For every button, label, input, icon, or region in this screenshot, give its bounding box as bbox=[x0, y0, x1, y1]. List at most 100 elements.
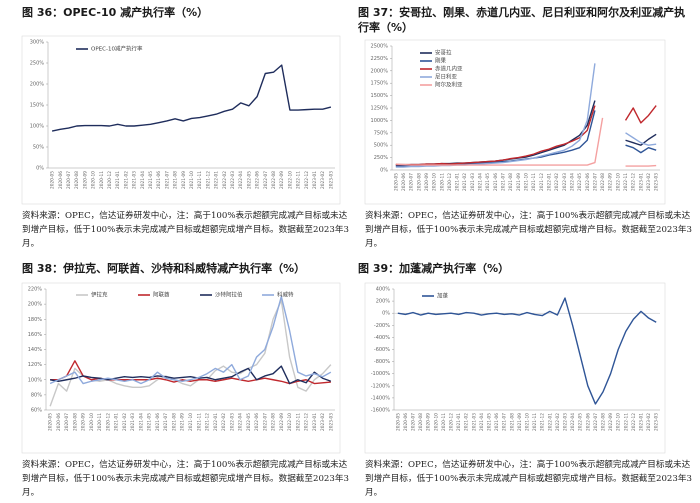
x-tick-label: 2022-07 bbox=[593, 413, 599, 431]
x-tick-label: 2021-05 bbox=[485, 173, 491, 191]
y-tick-label: -600% bbox=[374, 347, 390, 353]
x-tick-label: 2020-07 bbox=[411, 413, 417, 431]
x-tick-label: 2021-12 bbox=[540, 413, 546, 431]
chart-frame bbox=[364, 282, 666, 454]
x-tick-label: 2021-09 bbox=[181, 171, 187, 189]
x-tick-label: 2021-07 bbox=[501, 173, 507, 191]
x-tick-label: 2021-11 bbox=[197, 171, 203, 189]
legend-label: 刚果 bbox=[435, 57, 447, 65]
source-note: 资料来源：OPEC，信达证券研发中心，注：高于100%表示超额完成减产目标或未达… bbox=[22, 211, 349, 249]
x-tick-label: 2023-01 bbox=[312, 171, 318, 189]
x-tick-label: 2021-10 bbox=[188, 413, 194, 431]
x-tick-label: 2021-11 bbox=[531, 173, 537, 191]
x-tick-label: 2022-05 bbox=[577, 173, 583, 191]
series-line bbox=[395, 117, 657, 167]
x-tick-label: 2021-11 bbox=[532, 413, 538, 431]
x-tick-label: 2021-02 bbox=[123, 171, 129, 189]
y-tick-label: 150% bbox=[30, 103, 45, 109]
x-tick-label: 2021-12 bbox=[205, 171, 211, 189]
y-tick-label: 2000% bbox=[371, 68, 389, 74]
x-tick-label: 2022-02 bbox=[555, 413, 561, 431]
x-tick-label: 2021-08 bbox=[509, 413, 515, 431]
legend-label: 赤道几内亚 bbox=[435, 65, 463, 73]
x-tick-label: 2020-06 bbox=[403, 413, 409, 431]
x-tick-label: 2022-02 bbox=[221, 413, 227, 431]
x-tick-label: 2022-11 bbox=[623, 173, 629, 191]
series-line bbox=[395, 63, 657, 168]
y-tick-label: 0% bbox=[382, 311, 390, 317]
x-tick-label: 2022-10 bbox=[615, 173, 621, 191]
x-tick-label: 2020-05 bbox=[50, 171, 56, 189]
x-tick-label: 2023-02 bbox=[320, 171, 326, 189]
x-tick-label: 2021-06 bbox=[155, 413, 161, 431]
legend-label: 科威特 bbox=[277, 291, 294, 299]
y-tick-label: 200% bbox=[28, 302, 43, 308]
x-tick-label: 2020-09 bbox=[424, 173, 430, 191]
x-tick-label: 2021-05 bbox=[147, 413, 153, 431]
x-tick-label: 2022-08 bbox=[601, 413, 607, 431]
y-tick-label: -200% bbox=[374, 323, 390, 329]
y-tick-label: 1250% bbox=[371, 106, 389, 112]
y-tick-label: 750% bbox=[374, 130, 389, 136]
series-line bbox=[50, 360, 331, 385]
y-tick-label: 200% bbox=[30, 82, 45, 88]
x-tick-label: 2022-01 bbox=[213, 413, 219, 431]
y-tick-label: 1000% bbox=[371, 118, 389, 124]
legend-label: OPEC-10减产执行率 bbox=[91, 45, 143, 53]
x-tick-label: 2022-04 bbox=[238, 413, 244, 431]
chart-frame bbox=[21, 35, 341, 205]
x-tick-label: 2020-08 bbox=[72, 413, 78, 431]
x-tick-label: 2020-07 bbox=[409, 173, 415, 191]
x-tick-label: 2020-11 bbox=[97, 413, 103, 431]
x-tick-label: 2022-08 bbox=[600, 173, 606, 191]
x-tick-label: 2022-07 bbox=[262, 413, 268, 431]
x-tick-label: 2023-02 bbox=[646, 173, 652, 191]
x-tick-label: 2021-07 bbox=[163, 413, 169, 431]
x-tick-label: 2022-08 bbox=[271, 413, 277, 431]
x-tick-label: 2022-02 bbox=[554, 173, 560, 191]
x-tick-label: 2021-10 bbox=[189, 171, 195, 189]
x-tick-label: 2021-09 bbox=[517, 413, 523, 431]
x-tick-label: 2022-01 bbox=[546, 173, 552, 191]
x-tick-label: 2021-11 bbox=[196, 413, 202, 431]
x-tick-label: 2021-06 bbox=[494, 413, 500, 431]
x-tick-label: 2021-08 bbox=[171, 413, 177, 431]
x-tick-label: 2020-12 bbox=[105, 413, 111, 431]
x-tick-label: 2021-04 bbox=[138, 413, 144, 431]
x-tick-label: 2021-04 bbox=[479, 413, 485, 431]
series-line bbox=[49, 299, 332, 407]
y-tick-label: 100% bbox=[30, 124, 45, 130]
x-tick-label: 2023-03 bbox=[328, 171, 334, 189]
series-line bbox=[49, 295, 332, 385]
x-tick-label: 2022-07 bbox=[592, 173, 598, 191]
y-tick-label: 500% bbox=[374, 143, 389, 149]
x-tick-label: 2021-12 bbox=[539, 173, 545, 191]
x-tick-label: 2022-06 bbox=[585, 173, 591, 191]
x-tick-label: 2021-10 bbox=[525, 413, 531, 431]
y-tick-label: 250% bbox=[374, 155, 389, 161]
x-tick-label: 2022-09 bbox=[608, 413, 614, 431]
y-tick-label: 2500% bbox=[371, 44, 389, 50]
x-tick-label: 2022-06 bbox=[585, 413, 591, 431]
x-tick-label: 2022-11 bbox=[623, 413, 629, 431]
x-tick-label: 2022-05 bbox=[246, 171, 252, 189]
x-tick-label: 2021-09 bbox=[516, 173, 522, 191]
x-tick-label: 2022-07 bbox=[263, 171, 269, 189]
y-tick-label: 2250% bbox=[371, 56, 389, 62]
chart-frame bbox=[364, 39, 666, 205]
x-tick-label: 2021-07 bbox=[502, 413, 508, 431]
x-tick-label: 2020-10 bbox=[89, 413, 95, 431]
x-tick-label: 2020-05 bbox=[393, 173, 399, 191]
x-tick-label: 2020-12 bbox=[449, 413, 455, 431]
figure-title: 图 37：安哥拉、刚果、赤道几内亚、尼日利亚和阿尔及利亚减产执行率（%） bbox=[358, 6, 686, 34]
y-tick-label: 200% bbox=[376, 299, 391, 305]
x-tick-label: 2020-09 bbox=[426, 413, 432, 431]
x-tick-label: 2020-06 bbox=[56, 413, 62, 431]
x-tick-label: 2022-12 bbox=[631, 413, 637, 431]
y-tick-label: 60% bbox=[31, 408, 42, 414]
y-tick-label: 400% bbox=[376, 287, 391, 293]
x-tick-label: 2022-08 bbox=[271, 171, 277, 189]
y-tick-label: -1400% bbox=[371, 395, 391, 401]
legend-label: 伊拉克 bbox=[91, 291, 108, 299]
x-tick-label: 2021-01 bbox=[115, 171, 121, 189]
